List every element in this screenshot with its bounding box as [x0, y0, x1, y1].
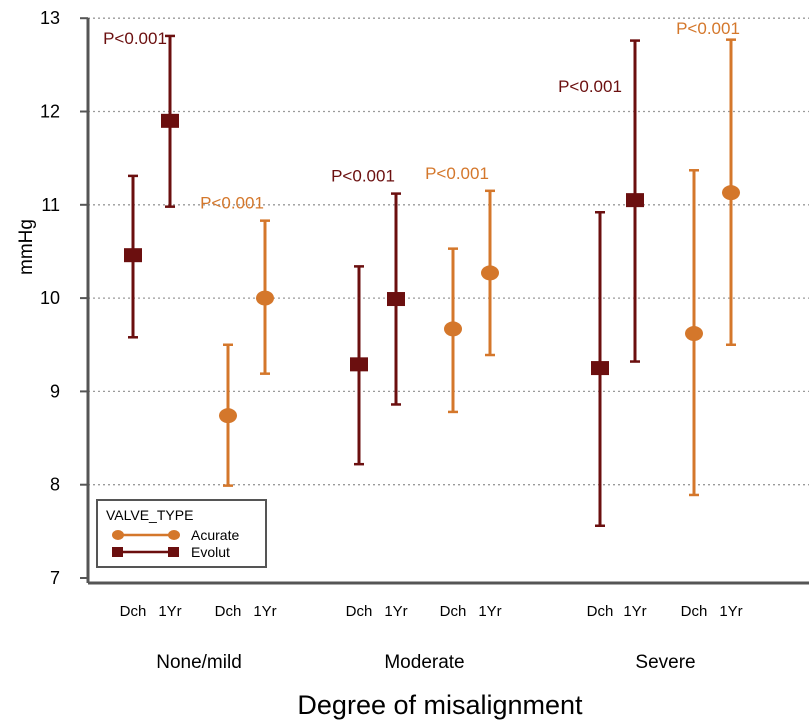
marker-acurate-nonemild-1yr [256, 290, 274, 306]
error-bars [128, 34, 736, 528]
x-sublabel-severe-evolut-1yr: 1Yr [623, 603, 646, 620]
y-tick-label-8: 8 [50, 475, 60, 495]
marker-evolut-moderate-dch [350, 357, 368, 372]
legend-item-acurate: Acurate [112, 527, 239, 543]
legend-acurate-label: Acurate [191, 527, 239, 543]
legend-item-evolut: Evolut [112, 544, 230, 560]
x-axis-label: Degree of misalignment [297, 690, 583, 720]
pvalue-evolut-severe: P<0.001 [558, 77, 622, 96]
marker-evolut-moderate-1yr [387, 292, 405, 307]
y-tick-label-13: 13 [40, 8, 60, 28]
x-sublabel-moderate-acurate-1yr: 1Yr [478, 603, 501, 620]
legend-acurate-marker-right [168, 530, 180, 540]
marker-evolut-severe-dch [591, 361, 609, 376]
x-group-label-severe: Severe [635, 652, 695, 673]
x-sublabel-moderate-evolut-1yr: 1Yr [384, 603, 407, 620]
legend-box [96, 499, 267, 568]
pvalue-acurate-moderate: P<0.001 [425, 164, 489, 183]
markers [124, 113, 740, 424]
marker-acurate-severe-dch [685, 326, 703, 342]
axes [86, 18, 809, 585]
marker-acurate-severe-1yr [722, 185, 740, 201]
x-axis-categories: Dch 1Yr Dch 1Yr None/mild Dch 1Yr Dch 1Yr Moderat… [120, 603, 743, 673]
legend-acurate-marker-left [112, 530, 124, 540]
pvalue-evolut-nonemild: P<0.001 [103, 29, 167, 48]
x-sublabel-nonemild-evolut-dch: Dch [120, 603, 147, 620]
y-tick-label-11: 11 [41, 195, 60, 215]
marker-evolut-nonemild-dch [124, 248, 142, 263]
pvalue-acurate-nonemild: P<0.001 [200, 194, 264, 213]
pvalue-acurate-severe: P<0.001 [676, 19, 740, 38]
legend-title: VALVE_TYPE [106, 507, 193, 523]
p-value-annotations: P<0.001 P<0.001 P<0.001 P<0.001 P<0.001 P<0.0… [103, 19, 740, 213]
x-sublabel-moderate-acurate-dch: Dch [440, 603, 467, 620]
legend-evolut-label: Evolut [191, 544, 230, 560]
y-tick-label-9: 9 [50, 381, 60, 401]
legend-evolut-marker-left [112, 547, 123, 557]
x-sublabel-nonemild-evolut-1yr: 1Yr [158, 603, 181, 620]
y-tick-label-12: 12 [40, 102, 60, 122]
y-axis-label: mmHg [16, 219, 37, 275]
x-sublabel-severe-acurate-dch: Dch [681, 603, 708, 620]
x-sublabel-severe-acurate-1yr: 1Yr [719, 603, 742, 620]
y-axis-ticks: 7 8 9 10 11 12 13 [40, 8, 88, 588]
marker-acurate-moderate-dch [444, 321, 462, 337]
legend: VALVE_TYPE Acurate Evolut [96, 499, 267, 568]
x-sublabel-nonemild-acurate-1yr: 1Yr [253, 603, 276, 620]
y-tick-label-7: 7 [50, 568, 60, 588]
marker-evolut-severe-1yr [626, 193, 644, 208]
marker-acurate-moderate-1yr [481, 265, 499, 281]
x-sublabel-severe-evolut-dch: Dch [587, 603, 614, 620]
grid-lines [88, 17, 809, 486]
legend-evolut-marker-right [168, 547, 179, 557]
x-group-label-moderate: Moderate [384, 652, 464, 673]
marker-evolut-nonemild-1yr [161, 113, 179, 128]
y-tick-label-10: 10 [40, 288, 60, 308]
pvalue-evolut-moderate: P<0.001 [331, 167, 395, 186]
x-group-label-nonemild: None/mild [156, 652, 242, 673]
marker-acurate-nonemild-dch [219, 408, 237, 424]
x-sublabel-moderate-evolut-dch: Dch [346, 603, 373, 620]
x-sublabel-nonemild-acurate-dch: Dch [215, 603, 242, 620]
